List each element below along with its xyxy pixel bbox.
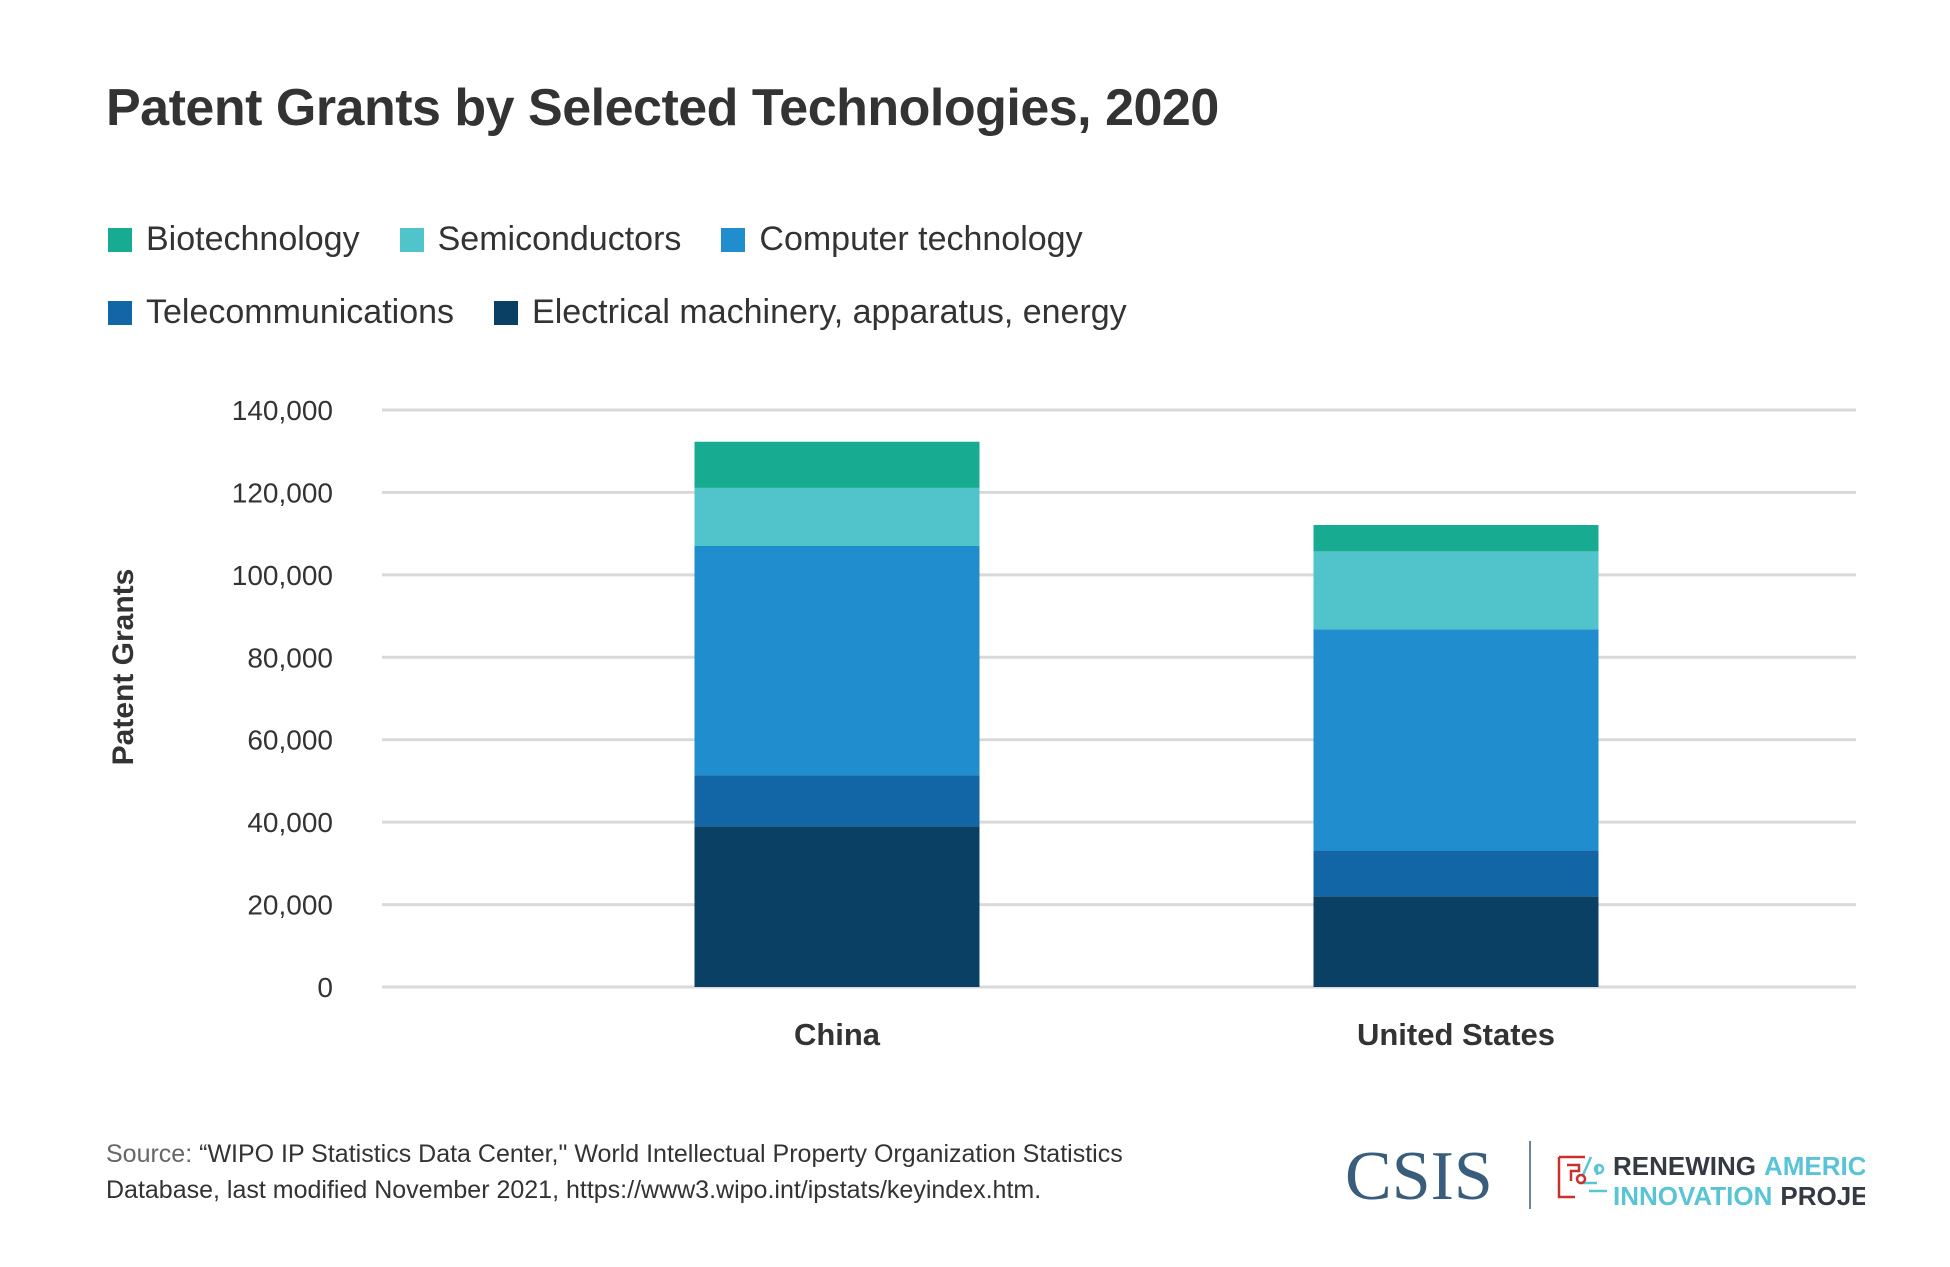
y-axis-title: Patent Grants	[107, 569, 140, 766]
y-tick-label: 120,000	[232, 477, 333, 508]
source-line-1: “WIPO IP Statistics Data Center," World …	[192, 1140, 1123, 1168]
y-tick-label: 40,000	[247, 807, 333, 838]
bar-segment	[695, 488, 980, 546]
svg-text:RENEWINGAMERICAN: RENEWINGAMERICAN	[1613, 1151, 1865, 1181]
source-label: Source:	[106, 1140, 192, 1168]
bar-segment	[1314, 551, 1599, 629]
y-tick-label: 0	[317, 972, 333, 1003]
bar-segment	[1314, 629, 1599, 850]
source-note: Source: “WIPO IP Statistics Data Center,…	[106, 1136, 1123, 1208]
csis-wordmark: CSIS	[1345, 1138, 1493, 1215]
bar-segment	[1314, 896, 1599, 987]
x-category-label: China	[794, 1017, 881, 1052]
source-line-2: Database, last modified November 2021, h…	[106, 1172, 1123, 1208]
bar-segment	[695, 546, 980, 775]
svg-text:INNOVATIONPROJECT: INNOVATIONPROJECT	[1613, 1181, 1865, 1211]
y-tick-label: 20,000	[247, 890, 333, 921]
x-category-label: United States	[1357, 1017, 1555, 1052]
bar-segment	[695, 775, 980, 826]
y-tick-label: 80,000	[247, 642, 333, 673]
bar-segment	[1314, 525, 1599, 551]
y-tick-label: 140,000	[232, 395, 333, 426]
bar-segment	[695, 826, 980, 987]
circuit-icon	[1559, 1157, 1607, 1197]
stacked-bar-chart: 0 20,000 40,000 60,000 80,000 100,000 120,000 1…	[0, 0, 1950, 1100]
csis-logo: CSIS RENEWINGAMERICAN INNOVATIONPROJECT	[1345, 1135, 1865, 1215]
bar-segment	[1314, 851, 1599, 897]
bar-segment	[695, 442, 980, 488]
y-tick-label: 60,000	[247, 725, 333, 756]
y-tick-label: 100,000	[232, 560, 333, 591]
